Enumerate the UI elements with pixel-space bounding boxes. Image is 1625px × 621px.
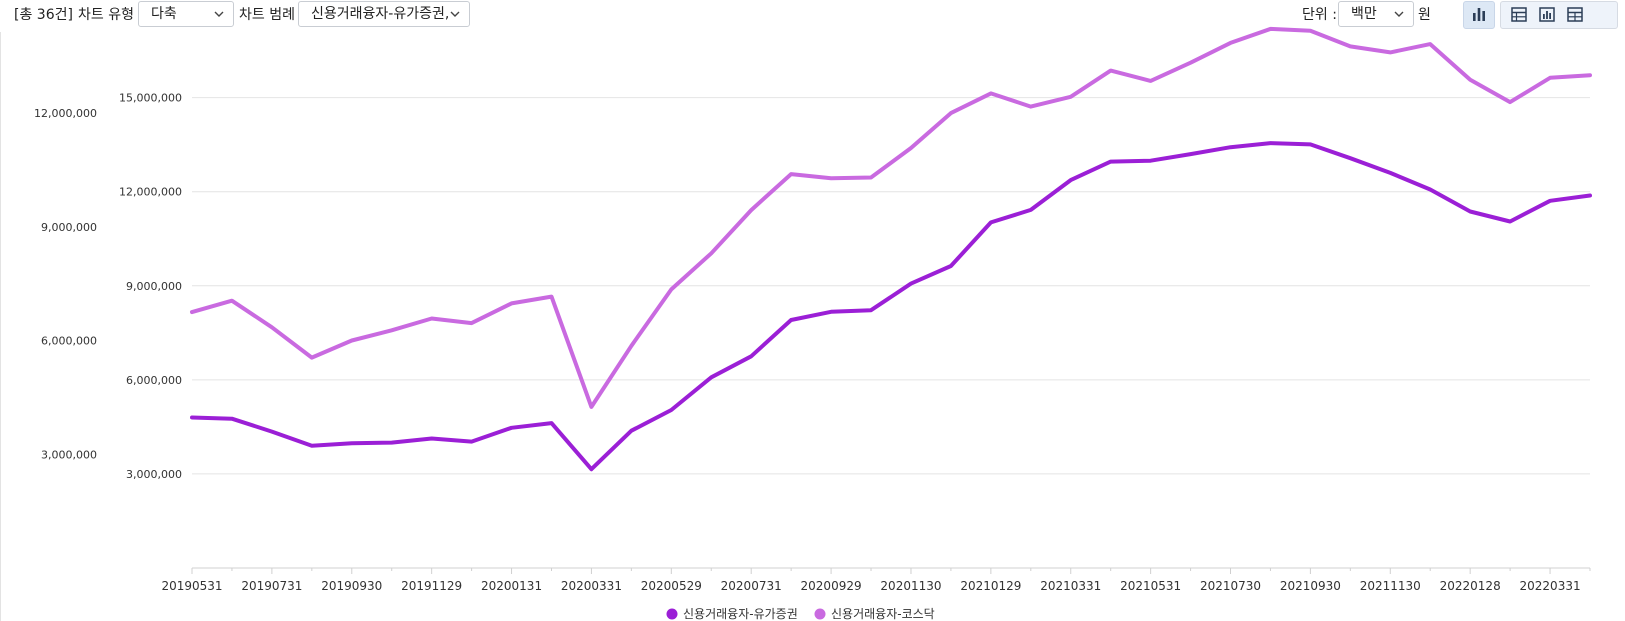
x-axis-tick-label: 20190731 <box>241 579 302 593</box>
chart-legend-label: 차트 범례 <box>239 7 295 23</box>
chart-table-view-button[interactable] <box>1533 3 1561 29</box>
y-axis-left-tick-label: 15,000,000 <box>119 92 182 105</box>
x-axis-tick-label: 20220128 <box>1440 579 1501 593</box>
x-axis-tick-label: 20210531 <box>1120 579 1181 593</box>
x-axis-tick-label: 20200929 <box>801 579 862 593</box>
x-axis-tick-label: 20200131 <box>481 579 542 593</box>
series-line-1 <box>190 141 1592 472</box>
y-axis-left-tick-label: 9,000,000 <box>126 280 182 293</box>
bar-chart-view-button[interactable] <box>1463 1 1495 29</box>
legend-marker-1 <box>666 608 678 620</box>
x-axis-tick-label: 20210930 <box>1280 579 1341 593</box>
chevron-down-icon <box>214 11 224 17</box>
y-axis-secondary-tick-label: 12,000,000 <box>34 107 97 120</box>
x-axis-tick-label: 20200529 <box>641 579 702 593</box>
total-count: [총 36건] <box>14 7 73 23</box>
legend-marker-2 <box>814 608 826 620</box>
table-view-button[interactable] <box>1505 3 1533 29</box>
panel-left-border <box>0 32 1 621</box>
y-axis-secondary-tick-label: 6,000,000 <box>41 335 97 348</box>
view-toggle-group <box>1500 1 1618 29</box>
x-axis-tick-label: 20220331 <box>1520 579 1581 593</box>
unit-value: 백만 <box>1351 6 1377 22</box>
chart-toolbar: [총 36건] 차트 유형 다축 차트 범례 신용거래융자-유가증권,신 단위 … <box>0 0 1625 30</box>
chevron-down-icon <box>449 2 461 26</box>
y-axis-left-tick-label: 3,000,000 <box>126 468 182 481</box>
x-axis-tick-label: 20210129 <box>960 579 1021 593</box>
series-line-2 <box>190 26 1592 409</box>
unit-select[interactable]: 백만 <box>1338 1 1414 27</box>
chart-table-icon <box>1539 7 1555 22</box>
y-axis-left-tick-label: 6,000,000 <box>126 374 182 387</box>
unit-label: 단위 : <box>1302 7 1337 23</box>
unit-suffix: 원 <box>1418 7 1431 23</box>
x-axis-tick-label: 20201130 <box>880 579 941 593</box>
y-axis-left-tick-label: 12,000,000 <box>119 186 182 199</box>
x-axis-tick-label: 20211130 <box>1360 579 1421 593</box>
x-axis-tick-label: 20191129 <box>401 579 462 593</box>
chart-legend-value: 신용거래융자-유가증권,신 <box>311 6 463 22</box>
chart-type-value: 다축 <box>151 6 177 22</box>
legend-label-2: 신용거래융자-코스닥 <box>831 607 935 621</box>
table-icon <box>1511 7 1527 22</box>
bar-chart-icon <box>1473 8 1485 21</box>
grid-view-button[interactable] <box>1561 3 1589 29</box>
chart-type-select[interactable]: 다축 <box>138 1 234 27</box>
x-axis-tick-label: 20200731 <box>721 579 782 593</box>
x-axis-tick-label: 20200331 <box>561 579 622 593</box>
x-axis-tick-label: 20210331 <box>1040 579 1101 593</box>
legend-label-1: 신용거래융자-유가증권 <box>683 607 798 621</box>
y-axis-secondary-tick-label: 3,000,000 <box>41 448 97 461</box>
chevron-down-icon <box>1394 11 1404 17</box>
x-axis-tick-label: 20190930 <box>321 579 382 593</box>
y-axis-secondary-tick-label: 9,000,000 <box>41 221 97 234</box>
x-axis-tick-label: 20190531 <box>161 579 222 593</box>
x-axis-tick-label: 20210730 <box>1200 579 1261 593</box>
chart-legend-select[interactable]: 신용거래융자-유가증권,신 <box>298 1 470 27</box>
chart-type-label: 차트 유형 <box>78 7 134 23</box>
grid-icon <box>1567 7 1583 22</box>
